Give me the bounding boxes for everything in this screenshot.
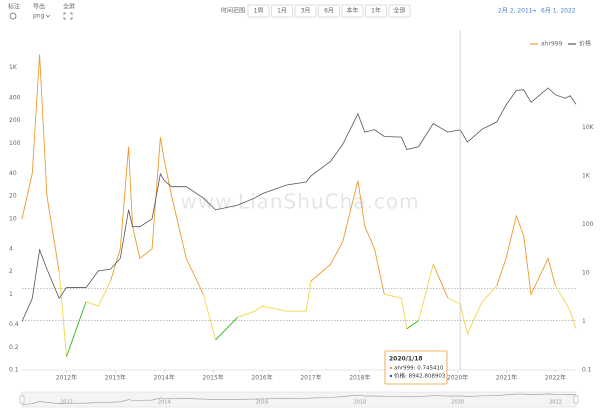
ahr999-line bbox=[110, 137, 204, 295]
annotate-icon[interactable] bbox=[9, 12, 17, 20]
range-button-label[interactable]: 1周 bbox=[254, 8, 264, 15]
date-arrow: → bbox=[531, 8, 536, 15]
tooltip-dot bbox=[389, 374, 393, 378]
navigator-handle[interactable] bbox=[573, 395, 579, 404]
y-tick-label: 40 bbox=[9, 170, 17, 177]
range-button-label[interactable]: 6月 bbox=[324, 8, 334, 15]
x-tick-label: 2022年 bbox=[545, 374, 566, 382]
y-tick-label: 1 bbox=[9, 291, 13, 298]
navigator-label: 2018 bbox=[354, 400, 367, 406]
y-tick-label: 2 bbox=[9, 268, 13, 275]
tooltip-line: 价格: 8942.808903 bbox=[394, 372, 446, 380]
y-tick-label: 400 bbox=[9, 94, 21, 101]
y-tick-label: 0.1 bbox=[9, 367, 19, 374]
ahr999-line bbox=[384, 293, 408, 329]
y-tick-label: 0.2 bbox=[9, 344, 19, 351]
range-button-label[interactable]: 3月 bbox=[301, 8, 311, 15]
ahr999-line bbox=[418, 264, 434, 321]
ahr999-line bbox=[237, 281, 312, 318]
tooltip-title: 2020/1/18 bbox=[389, 356, 423, 363]
range-label: 时间范围 bbox=[221, 7, 245, 15]
x-tick-label: 2012年 bbox=[56, 374, 77, 382]
navigator-line bbox=[21, 393, 577, 406]
x-tick-label: 2015年 bbox=[203, 374, 224, 382]
date-from[interactable]: 2月 2, 2011 bbox=[498, 8, 533, 15]
price-line bbox=[21, 87, 577, 322]
tooltip-dot bbox=[389, 366, 393, 370]
legend-label: ahr999 bbox=[541, 41, 563, 48]
y-tick-label: 1K bbox=[9, 64, 18, 71]
range-button-label[interactable]: 全部 bbox=[393, 7, 405, 15]
navigator bbox=[21, 391, 577, 408]
navigator-label: 2022 bbox=[549, 400, 562, 406]
ahr999-line bbox=[202, 294, 217, 341]
ahr999-line bbox=[406, 320, 419, 330]
export-format[interactable]: png bbox=[33, 13, 45, 20]
navigator-handle[interactable] bbox=[19, 395, 25, 404]
y2-tick-label: 0.1 bbox=[582, 367, 592, 374]
navigator-label: 2012 bbox=[60, 400, 73, 406]
watermark: www.LianShuCha.com bbox=[180, 190, 419, 214]
ahr999-line bbox=[555, 285, 577, 330]
navigator-label: 2016 bbox=[256, 400, 269, 406]
range-button[interactable] bbox=[365, 4, 387, 18]
dropdown-icon[interactable] bbox=[45, 14, 51, 18]
x-tick-label: 2014年 bbox=[154, 374, 175, 382]
y-tick-label: 100 bbox=[9, 140, 21, 147]
range-button[interactable] bbox=[341, 4, 364, 18]
annotate-button[interactable]: 标注 bbox=[8, 3, 20, 11]
y2-tick-label: 10 bbox=[582, 269, 590, 276]
y-tick-label: 200 bbox=[9, 117, 21, 124]
navigator-label: 2014 bbox=[158, 400, 171, 406]
range-button[interactable] bbox=[294, 4, 317, 18]
y-tick-label: 20 bbox=[9, 193, 17, 200]
export-button[interactable]: 导出 bbox=[33, 3, 45, 11]
range-button[interactable] bbox=[271, 4, 293, 18]
legend-label: 价格 bbox=[579, 40, 591, 48]
y-tick-label: 4 bbox=[9, 245, 13, 252]
ahr999-line bbox=[496, 214, 556, 297]
range-button-label[interactable]: 1月 bbox=[277, 8, 287, 15]
x-tick-label: 2020年 bbox=[447, 374, 468, 382]
range-button[interactable] bbox=[318, 4, 340, 18]
range-button-label[interactable]: 本年 bbox=[346, 7, 358, 15]
ahr999-line bbox=[85, 280, 111, 307]
y2-tick-label: 100 bbox=[582, 221, 594, 228]
tooltip-box bbox=[384, 350, 448, 385]
date-to[interactable]: 6月 1, 2022 bbox=[541, 8, 576, 15]
range-button-label[interactable]: 1年 bbox=[371, 7, 381, 15]
y2-tick-label: 1 bbox=[582, 318, 586, 325]
y-tick-label: 0.4 bbox=[9, 321, 19, 328]
y-tick-label: 10 bbox=[9, 215, 17, 222]
range-button[interactable] bbox=[388, 4, 411, 18]
ahr999-line bbox=[58, 271, 67, 357]
ahr999-line bbox=[21, 54, 60, 272]
ahr999-line bbox=[310, 180, 385, 295]
toolbar: 标注 导出 png 全屏 时间范围 2月 2, 2011 → 6月 1, 202… bbox=[8, 3, 576, 20]
tooltip-line: ahr999: 0.745410 bbox=[394, 366, 444, 372]
x-tick-label: 2016年 bbox=[251, 374, 272, 382]
range-button[interactable] bbox=[247, 4, 270, 18]
x-tick-label: 2017年 bbox=[300, 374, 321, 382]
x-tick-label: 2018年 bbox=[349, 374, 370, 382]
ahr999-line bbox=[432, 264, 449, 299]
ahr999-line bbox=[215, 316, 238, 341]
x-tick-label: 2021年 bbox=[496, 374, 517, 382]
ahr999-line bbox=[447, 285, 498, 336]
navigator-label: 2020 bbox=[451, 400, 464, 406]
y2-tick-label: 1K bbox=[582, 172, 591, 179]
fullscreen-icon[interactable] bbox=[63, 12, 73, 20]
y2-tick-label: 10K bbox=[582, 124, 595, 131]
ahr999-line bbox=[66, 301, 87, 357]
fullscreen-button[interactable]: 全屏 bbox=[63, 3, 75, 11]
x-tick-label: 2013年 bbox=[105, 374, 126, 382]
